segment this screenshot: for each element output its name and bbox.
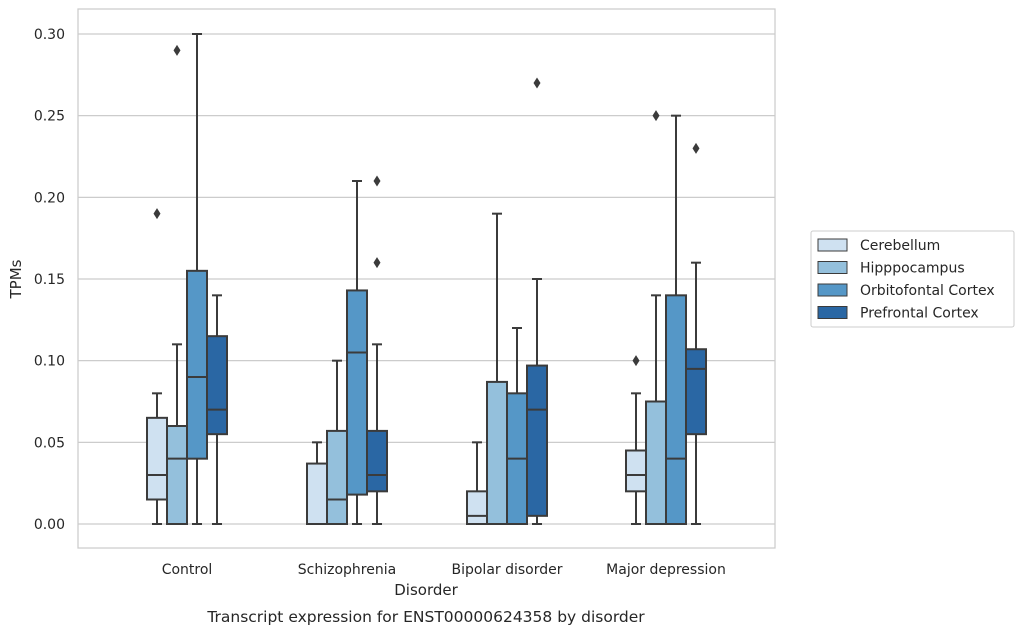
iqr-box: [645, 400, 667, 525]
iqr-box: [685, 348, 707, 436]
y-tick-label: 0.30: [34, 27, 65, 43]
legend-label: Prefrontal Cortex: [860, 306, 979, 322]
iqr-box: [665, 294, 687, 526]
legend-label: Hipppocampus: [860, 261, 965, 277]
outlier-point: [632, 355, 640, 367]
legend-swatch: [817, 238, 848, 252]
y-tick-labels: 0.00 0.05 0.10 0.15 0.20 0.25 0.30: [34, 27, 65, 533]
box: [625, 355, 647, 525]
legend-swatch: [817, 283, 848, 297]
box: [346, 180, 368, 525]
iqr-box: [346, 289, 368, 496]
outlier-point: [533, 77, 541, 89]
legend: Cerebellum Hipppocampus Orbitofontal Corte…: [810, 230, 1015, 328]
series-hipppocampus: [166, 44, 667, 525]
series-orbitofontal-cortex: [186, 33, 687, 526]
iqr-box: [306, 462, 328, 526]
box: [166, 44, 188, 525]
box: [326, 359, 348, 525]
iqr-box: [486, 380, 508, 525]
series-cerebellum: [146, 208, 647, 526]
y-tick-label: 0.05: [34, 435, 65, 451]
iqr-box: [625, 449, 647, 493]
iqr-box: [186, 269, 208, 460]
y-tick-label: 0.10: [34, 354, 65, 370]
box: [685, 142, 707, 525]
outlier-point: [153, 208, 161, 220]
legend-frame: [810, 230, 1015, 328]
legend-swatch: [817, 261, 848, 274]
outlier-point: [173, 44, 181, 56]
legend-label: Orbitofontal Cortex: [860, 283, 995, 299]
figure-caption: Transcript expression for ENST0000062435…: [206, 608, 645, 626]
box: [526, 77, 548, 525]
outlier-point: [373, 257, 381, 269]
box: [146, 208, 168, 525]
outlier-point: [692, 142, 700, 154]
series-prefrontal-cortex: [206, 77, 707, 525]
x-tick-label: Schizophrenia: [298, 562, 396, 578]
iqr-box: [466, 490, 488, 526]
box: [486, 212, 508, 525]
outlier-point: [652, 110, 660, 122]
x-axis-label: Disorder: [394, 581, 458, 599]
iqr-box: [146, 416, 168, 501]
box: [506, 327, 528, 526]
legend-label: Cerebellum: [860, 238, 940, 254]
legend-swatch: [817, 306, 848, 319]
box: [466, 441, 488, 526]
iqr-box: [326, 429, 348, 525]
y-tick-label: 0.00: [34, 517, 65, 533]
x-tick-labels: Control Schizophrenia Bipolar disorder Majo…: [162, 562, 726, 578]
x-tick-label: Bipolar disorder: [451, 562, 562, 578]
iqr-box: [166, 425, 188, 525]
iqr-box: [526, 364, 548, 517]
x-tick-label: Control: [162, 562, 213, 578]
box: [645, 110, 667, 525]
iqr-box: [206, 335, 228, 436]
y-tick-label: 0.20: [34, 190, 65, 206]
box: [306, 441, 328, 526]
outlier-point: [373, 175, 381, 187]
iqr-box: [366, 429, 388, 493]
plot-frame: [77, 8, 776, 549]
box: [366, 175, 388, 525]
box-series-layer: [146, 33, 707, 526]
y-axis-label: TPMs: [7, 259, 25, 299]
box: [206, 294, 228, 525]
y-tick-label: 0.25: [34, 109, 65, 125]
box: [665, 114, 687, 526]
x-tick-label: Major depression: [606, 562, 726, 578]
y-tick-label: 0.15: [34, 272, 65, 288]
box: [186, 33, 208, 525]
